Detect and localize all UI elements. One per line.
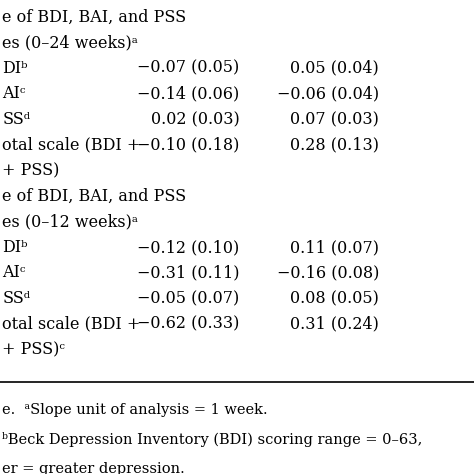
Text: es (0–24 weeks)ᵃ: es (0–24 weeks)ᵃ xyxy=(2,34,138,51)
Text: 0.07 (0.03): 0.07 (0.03) xyxy=(290,111,379,128)
Text: DIᵇ: DIᵇ xyxy=(2,239,28,256)
Text: SSᵈ: SSᵈ xyxy=(2,111,30,128)
Text: −0.16 (0.08): −0.16 (0.08) xyxy=(277,264,379,282)
Text: 0.02 (0.03): 0.02 (0.03) xyxy=(151,111,239,128)
Text: −0.05 (0.07): −0.05 (0.07) xyxy=(137,290,239,307)
Text: otal scale (BDI +: otal scale (BDI + xyxy=(2,137,141,154)
Text: 0.08 (0.05): 0.08 (0.05) xyxy=(290,290,379,307)
Text: AIᶜ: AIᶜ xyxy=(2,264,26,282)
Text: e.  ᵃSlope unit of analysis = 1 week.: e. ᵃSlope unit of analysis = 1 week. xyxy=(2,403,268,417)
Text: −0.10 (0.18): −0.10 (0.18) xyxy=(137,137,239,154)
Text: −0.14 (0.06): −0.14 (0.06) xyxy=(137,85,239,102)
Text: SSᵈ: SSᵈ xyxy=(2,290,30,307)
Text: + PSS): + PSS) xyxy=(2,162,60,179)
Text: + PSS)ᶜ: + PSS)ᶜ xyxy=(2,341,65,358)
Text: −0.62 (0.33): −0.62 (0.33) xyxy=(137,316,239,333)
Text: 0.11 (0.07): 0.11 (0.07) xyxy=(290,239,379,256)
Text: −0.07 (0.05): −0.07 (0.05) xyxy=(137,60,239,77)
Text: −0.12 (0.10): −0.12 (0.10) xyxy=(137,239,239,256)
Text: −0.06 (0.04): −0.06 (0.04) xyxy=(277,85,379,102)
Text: 0.28 (0.13): 0.28 (0.13) xyxy=(290,137,379,154)
Text: 0.31 (0.24): 0.31 (0.24) xyxy=(290,316,379,333)
Text: −0.31 (0.11): −0.31 (0.11) xyxy=(137,264,239,282)
Text: AIᶜ: AIᶜ xyxy=(2,85,26,102)
Text: es (0–12 weeks)ᵃ: es (0–12 weeks)ᵃ xyxy=(2,213,138,230)
Text: otal scale (BDI +: otal scale (BDI + xyxy=(2,316,141,333)
Text: er = greater depression.: er = greater depression. xyxy=(2,462,185,474)
Text: ᵇBeck Depression Inventory (BDI) scoring range = 0–63,: ᵇBeck Depression Inventory (BDI) scoring… xyxy=(2,432,423,447)
Text: e of BDI, BAI, and PSS: e of BDI, BAI, and PSS xyxy=(2,9,186,26)
Text: DIᵇ: DIᵇ xyxy=(2,60,28,77)
Text: e of BDI, BAI, and PSS: e of BDI, BAI, and PSS xyxy=(2,188,186,205)
Text: 0.05 (0.04): 0.05 (0.04) xyxy=(291,60,379,77)
